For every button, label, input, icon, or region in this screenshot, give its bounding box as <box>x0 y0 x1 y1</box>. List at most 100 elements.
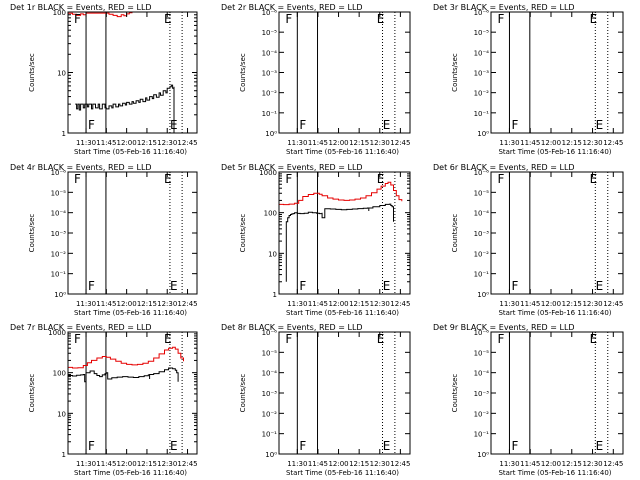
y-tick-label: 10⁻⁵ <box>262 349 278 357</box>
y-tick-label: 10⁻² <box>262 410 278 418</box>
detector-panel: Det 7r BLACK = Events, RED = LLD 1 10 100 10… <box>10 323 198 477</box>
y-tick-label: 10⁰ <box>477 451 489 459</box>
x-tick-label: 12:45 <box>177 300 197 308</box>
x-tick-label: 12:00 <box>328 300 348 308</box>
x-tick-label: 12:30 <box>157 300 177 308</box>
marker-label: E <box>164 332 172 346</box>
plot-frame <box>67 11 198 134</box>
y-tick-label: 1 <box>273 291 277 299</box>
y-tick-label: 1000 <box>259 169 277 177</box>
x-tick-label: 12:15 <box>349 300 369 308</box>
plot-frame <box>278 331 411 455</box>
x-tick-label: 12:30 <box>582 139 602 147</box>
x-tick-label: 12:45 <box>177 460 197 468</box>
x-tick-label: 12:30 <box>370 460 390 468</box>
marker-label: F <box>511 439 518 453</box>
plot-frame <box>278 11 411 134</box>
x-tick-label: 12:45 <box>390 460 410 468</box>
x-tick-label: 12:00 <box>541 300 561 308</box>
y-tick-label: 10⁻³ <box>262 390 278 398</box>
x-tick-label: 11:30 <box>287 300 307 308</box>
marker-label: F <box>285 12 292 26</box>
x-tick-label: 12:00 <box>117 300 137 308</box>
y-tick-label: 10⁻⁴ <box>262 49 278 57</box>
panel-title: Det 6r BLACK = Events, RED = LLD <box>433 163 575 172</box>
panel-title: Det 8r BLACK = Events, RED = LLD <box>221 323 363 332</box>
panel-title: Det 7r BLACK = Events, RED = LLD <box>10 323 152 332</box>
y-tick-label: 10⁻⁴ <box>51 210 67 218</box>
marker-label: E <box>377 332 385 346</box>
marker-label: F <box>511 118 518 132</box>
plot-frame <box>67 171 198 295</box>
y-tick-label: 10⁻³ <box>51 230 67 238</box>
plot-frame <box>278 171 411 295</box>
x-tick-label: 12:30 <box>157 460 177 468</box>
detector-panel: Det 1r BLACK = Events, RED = LLD 1 10 100 11… <box>10 3 198 156</box>
detector-panel: Det 5r BLACK = Events, RED = LLD 1 10 100 10… <box>221 163 411 317</box>
x-tick-label: 11:45 <box>96 139 116 147</box>
y-axis-label: Counts/sec <box>451 214 459 253</box>
x-axis-label: Start Time (05-Feb-16 11:16:40) <box>74 309 187 317</box>
x-tick-label: 12:30 <box>370 300 390 308</box>
y-tick-label: 10⁻³ <box>262 70 278 78</box>
y-axis-label: Counts/sec <box>239 374 247 413</box>
marker-label: F <box>88 279 95 293</box>
panel-title: Det 3r BLACK = Events, RED = LLD <box>433 3 575 12</box>
y-tick-label: 10⁻⁵ <box>474 189 490 197</box>
x-tick-label: 12:15 <box>349 460 369 468</box>
y-tick-label: 10⁰ <box>54 291 66 299</box>
series-line <box>68 367 179 383</box>
x-tick-label: 11:45 <box>308 300 328 308</box>
x-axis-label: Start Time (05-Feb-16 11:16:40) <box>286 309 399 317</box>
y-tick-label: 10⁻⁶ <box>262 329 278 337</box>
y-tick-label: 10⁻¹ <box>51 271 67 279</box>
y-tick-label: 10⁻³ <box>474 70 490 78</box>
series-line <box>75 84 175 133</box>
y-axis-label: Counts/sec <box>28 374 36 413</box>
y-tick-label: 10 <box>57 70 66 78</box>
y-tick-label: 10⁻⁴ <box>474 49 490 57</box>
x-tick-label: 12:15 <box>137 139 157 147</box>
y-tick-label: 10⁻⁶ <box>51 169 67 177</box>
detector-panel: Det 3r BLACK = Events, RED = LLD 10⁰ 10⁻¹ 1… <box>433 3 624 156</box>
y-tick-label: 10⁻⁶ <box>262 9 278 17</box>
marker-label: F <box>299 279 306 293</box>
marker-label: F <box>88 118 95 132</box>
y-tick-label: 10⁻² <box>474 90 490 98</box>
y-tick-label: 10⁻⁵ <box>474 349 490 357</box>
x-tick-label: 11:45 <box>96 300 116 308</box>
marker-label: E <box>383 439 391 453</box>
x-axis-label: Start Time (05-Feb-16 11:16:40) <box>498 469 611 477</box>
y-tick-label: 10⁰ <box>265 451 277 459</box>
x-tick-label: 11:45 <box>308 139 328 147</box>
x-tick-label: 12:45 <box>603 300 623 308</box>
series-line <box>279 181 403 206</box>
y-axis-label: Counts/sec <box>451 374 459 413</box>
y-axis-label: Counts/sec <box>28 53 36 92</box>
x-tick-label: 12:15 <box>349 139 369 147</box>
marker-label: F <box>74 12 81 26</box>
y-tick-label: 10⁻¹ <box>474 110 490 118</box>
marker-label: E <box>170 118 178 132</box>
marker-label: F <box>497 172 504 186</box>
panel-title: Det 1r BLACK = Events, RED = LLD <box>10 3 152 12</box>
x-tick-label: 11:30 <box>499 460 519 468</box>
x-axis-label: Start Time (05-Feb-16 11:16:40) <box>74 469 187 477</box>
x-tick-label: 12:15 <box>137 460 157 468</box>
x-tick-label: 12:30 <box>582 300 602 308</box>
x-tick-label: 11:45 <box>96 460 116 468</box>
x-tick-label: 12:30 <box>157 139 177 147</box>
plot-frame <box>490 11 624 134</box>
marker-label: F <box>88 439 95 453</box>
marker-label: E <box>590 172 598 186</box>
marker-label: E <box>164 12 172 26</box>
y-tick-label: 10⁻² <box>262 90 278 98</box>
y-tick-label: 10 <box>57 410 66 418</box>
y-tick-label: 10⁰ <box>265 130 277 138</box>
x-axis-label: Start Time (05-Feb-16 11:16:40) <box>74 148 187 156</box>
marker-label: E <box>383 279 391 293</box>
y-tick-label: 1 <box>62 130 66 138</box>
panel-title: Det 2r BLACK = Events, RED = LLD <box>221 3 363 12</box>
x-tick-label: 11:30 <box>287 139 307 147</box>
